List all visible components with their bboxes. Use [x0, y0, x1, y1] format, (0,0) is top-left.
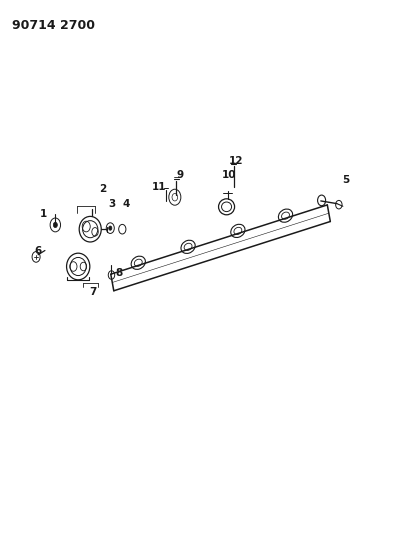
- Text: 6: 6: [34, 246, 42, 255]
- Circle shape: [109, 226, 112, 230]
- Text: 2: 2: [99, 184, 106, 194]
- Text: 3: 3: [108, 199, 115, 208]
- Text: 10: 10: [222, 170, 237, 180]
- Text: 4: 4: [123, 199, 130, 208]
- Text: 5: 5: [342, 175, 349, 185]
- Text: 9: 9: [176, 170, 183, 180]
- Text: 11: 11: [152, 182, 166, 191]
- Text: 90714 2700: 90714 2700: [12, 19, 95, 31]
- Text: 8: 8: [116, 269, 123, 278]
- Text: 7: 7: [89, 287, 97, 297]
- Text: 12: 12: [229, 157, 243, 166]
- Circle shape: [53, 222, 57, 228]
- Text: 1: 1: [40, 209, 47, 219]
